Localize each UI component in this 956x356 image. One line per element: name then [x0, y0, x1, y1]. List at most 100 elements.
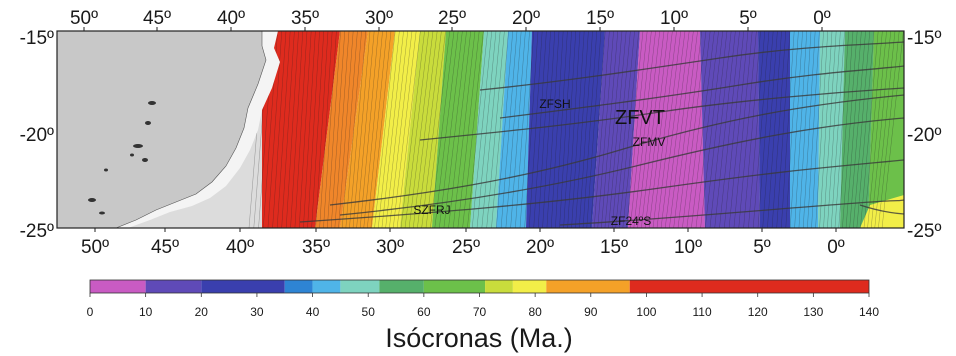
map-frame [56, 30, 905, 229]
isochron-line [457, 31, 480, 228]
isochron-line [363, 31, 383, 228]
age-band [340, 31, 395, 228]
top-longitude-label: 40º [217, 8, 245, 29]
isochron-line [360, 31, 379, 228]
isochron-line [462, 31, 484, 228]
bottom-longitude-label: 25º [452, 237, 480, 258]
colorbar-title: Isócronas (Ma.) [385, 323, 573, 353]
top-longitude-label: 45º [143, 8, 171, 29]
isochron-line [728, 31, 749, 228]
isochron-line [563, 31, 576, 228]
isochron-line [551, 31, 564, 228]
isochron-line [626, 31, 648, 228]
fracture-zone-line [419, 87, 904, 141]
isochron-line [669, 31, 694, 228]
isochron-line [374, 31, 396, 228]
isochron-line [546, 31, 560, 228]
isochron-lines [248, 31, 904, 228]
isochron-line [874, 31, 896, 228]
isochron-line [467, 31, 488, 228]
isochron-line [738, 31, 757, 228]
fracture-zones [299, 41, 904, 226]
isochron-line [425, 31, 450, 228]
colorbar-segment [512, 280, 547, 293]
isochron-line [842, 31, 858, 228]
isochron-line [838, 31, 854, 228]
isochron-line [413, 31, 438, 228]
isochron-line [500, 31, 518, 228]
lake-shape [133, 144, 143, 148]
colorbar-segment [145, 280, 202, 293]
colorbar-tick-label: 110 [693, 305, 712, 319]
isochron-line [505, 31, 522, 228]
isochron-line [378, 31, 400, 228]
isochron-line [785, 31, 799, 228]
isochron-line [303, 31, 316, 228]
isochron-line [370, 31, 392, 228]
colorbar-tick-label: 40 [306, 305, 320, 319]
isochron-line [593, 31, 610, 228]
isochron-line [381, 31, 404, 228]
isochron-line [476, 31, 497, 228]
isochron-line [637, 31, 660, 228]
isochron-line [695, 31, 719, 228]
isochron-line [644, 31, 669, 228]
bottom-longitude-label: 40º [226, 237, 254, 258]
isochron-line [823, 31, 837, 228]
isochron-line [586, 31, 602, 228]
isochron-line [342, 31, 358, 228]
colorbar-segment [379, 280, 424, 293]
isochron-line [622, 31, 644, 228]
bottom-longitude-label: 15º [600, 237, 628, 258]
isochron-line [575, 31, 589, 228]
isochron-line [714, 31, 736, 228]
isochron-line [529, 31, 543, 228]
isochron-line [307, 31, 320, 228]
isochron-line [555, 31, 568, 228]
isochron-line [860, 31, 879, 228]
isochron-line [285, 31, 299, 228]
colorbar-tick-label: 0 [87, 305, 94, 319]
isochron-line [272, 31, 287, 228]
isochron-line [356, 31, 375, 228]
isochron-line [733, 31, 753, 228]
isochron-line [819, 31, 833, 228]
isochron-line [633, 31, 656, 228]
colorbar-tick-label: 140 [859, 305, 879, 319]
lake-shape [142, 158, 148, 162]
isochron-line [709, 31, 732, 228]
colorbar-tick-label: 90 [584, 305, 598, 319]
isochron-line [567, 31, 581, 228]
top-longitude-label: 10º [660, 8, 688, 29]
isochron-line [815, 31, 828, 228]
colorbar-tick-label: 10 [139, 305, 153, 319]
top-longitude-label: 50º [70, 8, 98, 29]
bottom-longitude-label: 0º [827, 237, 845, 258]
top-longitude-label: 0º [813, 8, 831, 29]
isochron-line [276, 31, 291, 228]
colorbar-segments [90, 280, 869, 293]
feature-label-zfsh: ZFSH [539, 97, 570, 111]
isochron-line [827, 31, 841, 228]
colorbar-tick-label: 20 [195, 305, 209, 319]
isochron-line [807, 31, 820, 228]
left-latitude-label: -15º [20, 28, 54, 49]
feature-labels: ZFSH ZFVT ZFMV SZFRJ ZF24ºS [413, 97, 665, 228]
isochron-line [705, 31, 728, 228]
fracture-zone-line [559, 199, 904, 226]
left-latitude-axis: -15º -20º -25º [20, 28, 54, 242]
isochron-line [757, 31, 774, 228]
isochron-line [524, 31, 539, 228]
isochron-line [856, 31, 875, 228]
age-band [758, 31, 790, 228]
isochron-line [267, 31, 282, 228]
colorbar-segment [201, 280, 285, 293]
isochron-line [867, 31, 887, 228]
lake-shape [145, 121, 151, 125]
isochron-line [691, 31, 715, 228]
isochron-line [417, 31, 442, 228]
isochron-line [443, 31, 467, 228]
isochron-line [389, 31, 413, 228]
right-latitude-axis: -15º -20º -25º [907, 28, 941, 242]
top-longitude-label: 5º [739, 8, 757, 29]
